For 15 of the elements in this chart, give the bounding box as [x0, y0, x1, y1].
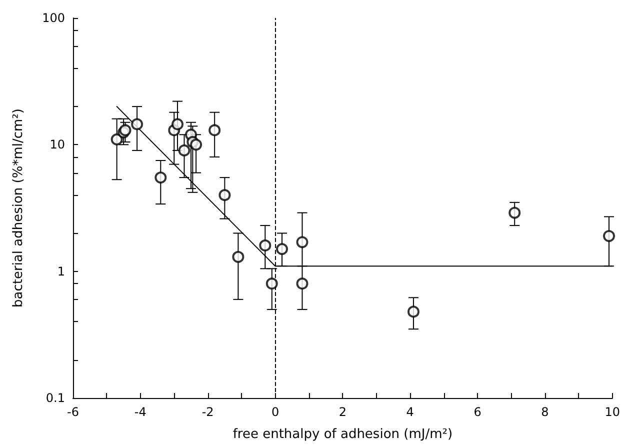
x-tick-label: 2: [338, 405, 347, 419]
y-axis-title: bacterial adhesion (%*ml/cm²): [11, 108, 26, 308]
y-tick-label: 10: [50, 138, 65, 152]
x-tick-label: -2: [202, 405, 214, 419]
x-tick-label: 8: [541, 405, 549, 419]
y-tick-label: 1: [57, 264, 65, 278]
y-tick-label: 0.1: [46, 391, 65, 405]
x-tick-label: 4: [406, 405, 414, 419]
x-tick-label: -6: [67, 405, 79, 419]
x-tick-label: 10: [604, 405, 620, 419]
x-tick-label: 0: [271, 405, 280, 419]
x-tick-label: -4: [134, 405, 146, 419]
x-tick-label: 6: [474, 405, 482, 419]
y-tick-label: 100: [42, 11, 65, 25]
x-axis-title: free enthalpy of adhesion (mJ/m²): [232, 427, 453, 442]
